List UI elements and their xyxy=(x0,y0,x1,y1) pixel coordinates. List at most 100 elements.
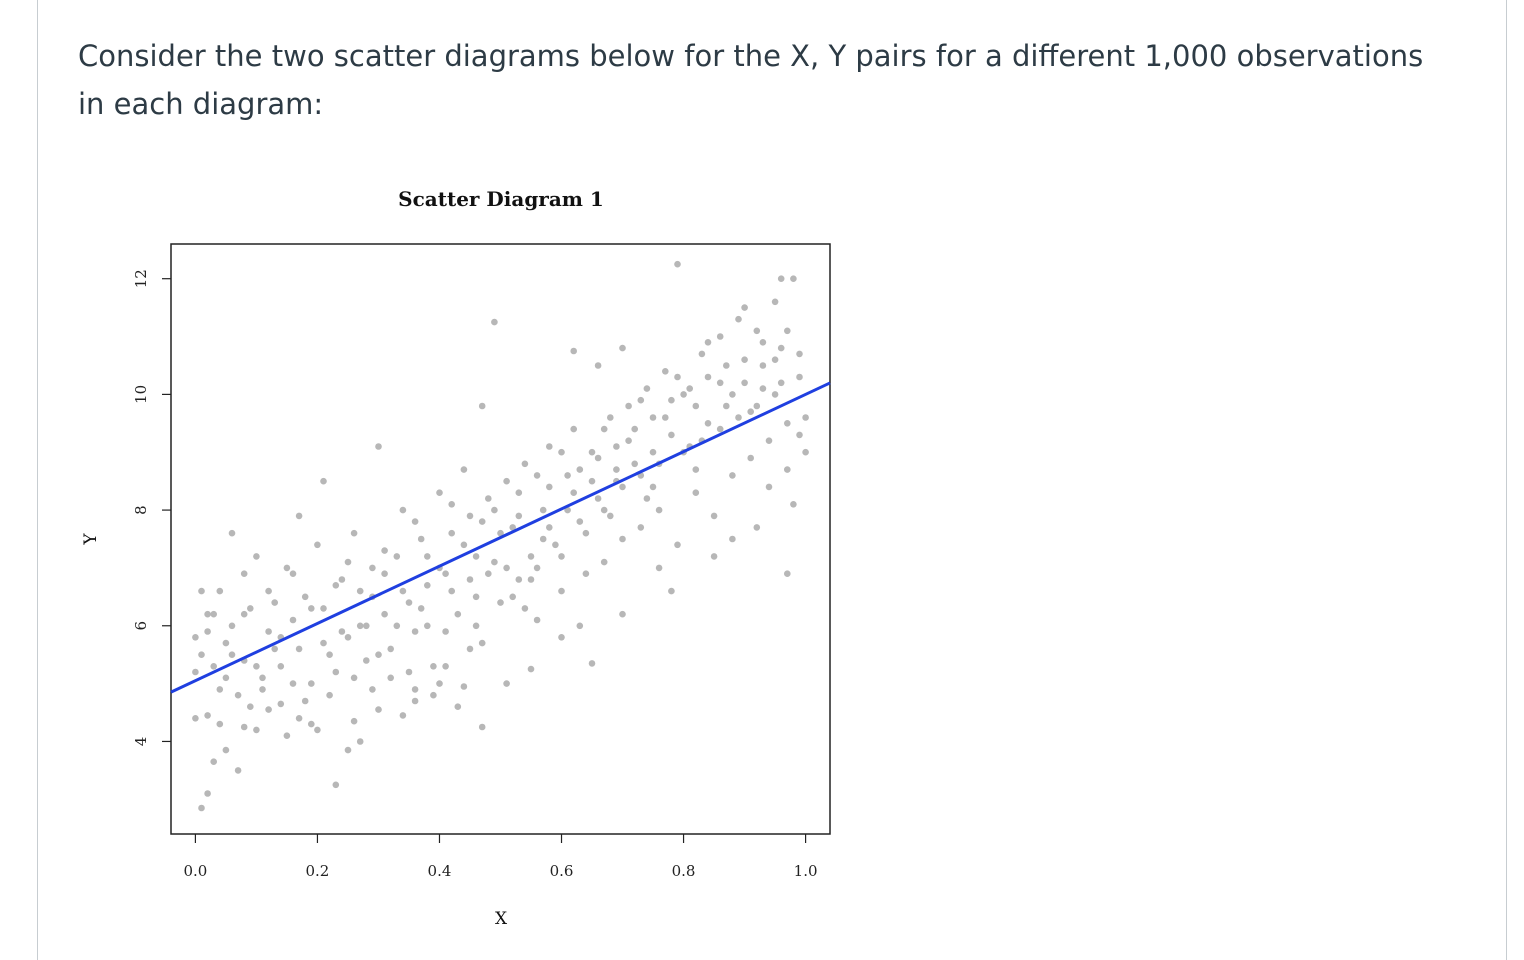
data-point xyxy=(253,726,260,734)
data-point xyxy=(216,686,224,693)
data-point xyxy=(655,564,663,572)
data-point xyxy=(539,506,547,514)
y-tick-label: 8 xyxy=(132,505,150,515)
data-point xyxy=(503,564,510,572)
data-point xyxy=(204,712,211,719)
data-point xyxy=(613,443,620,450)
data-point xyxy=(796,350,803,358)
data-point xyxy=(198,587,205,595)
data-point xyxy=(216,720,224,728)
data-point xyxy=(649,448,657,456)
data-point xyxy=(424,582,431,589)
data-point xyxy=(668,587,675,595)
data-point xyxy=(381,570,388,577)
data-point xyxy=(222,639,230,647)
data-point xyxy=(320,639,327,647)
data-point xyxy=(228,529,236,537)
data-point xyxy=(332,582,340,589)
data-point xyxy=(491,318,498,326)
data-point xyxy=(448,501,456,508)
data-point xyxy=(631,460,638,468)
data-point xyxy=(558,587,565,595)
data-point xyxy=(631,425,638,433)
data-point xyxy=(320,477,327,485)
data-point xyxy=(784,570,791,577)
data-point xyxy=(600,558,608,566)
data-point xyxy=(356,587,364,595)
data-point xyxy=(741,356,748,364)
data-point xyxy=(619,483,626,491)
data-point xyxy=(625,402,632,410)
data-point xyxy=(240,570,248,577)
data-point xyxy=(558,634,565,641)
data-point xyxy=(729,472,736,479)
data-point xyxy=(344,558,352,566)
data-point xyxy=(753,402,761,410)
data-point xyxy=(356,622,364,630)
data-point xyxy=(271,645,279,653)
y-axis: 4 6 8 10 12 xyxy=(132,269,171,746)
data-point xyxy=(491,558,498,566)
data-point xyxy=(576,466,584,473)
data-point xyxy=(497,599,504,606)
data-point xyxy=(405,599,413,606)
data-point xyxy=(564,472,571,479)
data-point xyxy=(393,622,401,630)
data-point xyxy=(637,524,645,531)
data-point xyxy=(308,680,315,687)
data-point xyxy=(662,414,669,421)
data-point xyxy=(350,674,358,682)
data-point xyxy=(735,414,742,421)
data-point xyxy=(594,454,602,462)
data-point xyxy=(198,651,205,658)
data-point xyxy=(777,379,785,387)
data-point xyxy=(277,700,285,708)
data-point xyxy=(546,483,553,491)
data-point xyxy=(558,448,565,456)
data-point xyxy=(460,683,468,690)
data-point xyxy=(295,715,303,722)
data-point xyxy=(777,275,785,283)
data-point xyxy=(796,373,803,381)
data-point xyxy=(710,512,718,520)
y-tick-label: 10 xyxy=(132,385,150,404)
data-point xyxy=(588,477,596,485)
data-point xyxy=(558,553,565,560)
data-point xyxy=(265,587,272,595)
data-point xyxy=(509,593,516,601)
data-point xyxy=(552,541,559,549)
data-point xyxy=(369,564,376,572)
data-point xyxy=(521,605,529,612)
question-text: Consider the two scatter diagrams below … xyxy=(78,39,1424,121)
data-point xyxy=(363,657,370,664)
data-point xyxy=(265,706,272,713)
data-point xyxy=(387,645,395,653)
data-point xyxy=(454,610,462,618)
data-point xyxy=(228,651,236,658)
data-point xyxy=(692,489,700,497)
data-point xyxy=(259,686,266,693)
data-point xyxy=(600,425,608,433)
x-tick-label: 0.2 xyxy=(306,862,330,880)
data-point xyxy=(710,553,718,560)
data-point xyxy=(759,339,767,346)
data-point xyxy=(417,535,425,543)
data-point xyxy=(466,645,474,653)
data-point xyxy=(716,425,724,433)
data-point xyxy=(442,628,449,635)
data-point xyxy=(735,315,742,323)
data-point xyxy=(607,512,614,520)
data-point xyxy=(411,686,419,693)
data-point xyxy=(430,691,437,699)
data-point xyxy=(619,535,626,543)
data-point xyxy=(741,304,748,311)
data-point xyxy=(625,437,632,445)
data-point xyxy=(527,665,535,673)
data-point xyxy=(515,512,523,520)
data-point xyxy=(777,344,785,352)
data-point xyxy=(192,668,199,676)
x-tick-label: 0.4 xyxy=(428,862,452,880)
data-point xyxy=(716,379,724,387)
data-point xyxy=(674,260,681,268)
data-point xyxy=(613,466,620,473)
